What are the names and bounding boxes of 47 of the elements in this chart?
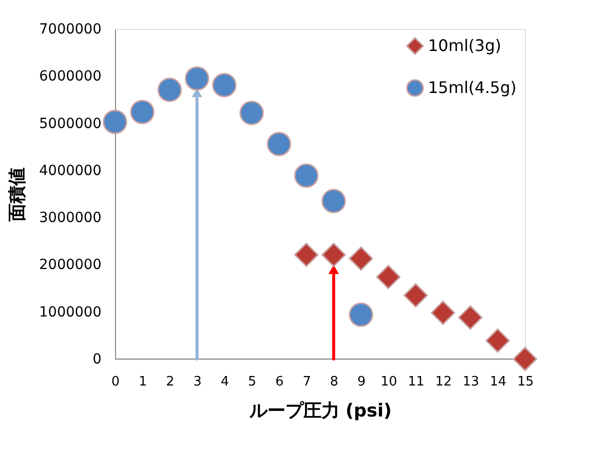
point: [266, 132, 292, 156]
x-tick-label: 2: [166, 374, 174, 390]
y-tick-label: 0: [92, 352, 102, 368]
point: [130, 100, 154, 124]
x-tick-label: 9: [357, 374, 366, 390]
y-tick-label: 5000000: [39, 116, 102, 132]
x-tick-label: 6: [275, 374, 284, 390]
point: [376, 264, 400, 290]
x-tick-label: 3: [193, 374, 202, 390]
point: [294, 163, 318, 188]
x-tick-label: 13: [462, 374, 480, 390]
x-tick-label: 10: [380, 374, 398, 390]
point: [348, 302, 374, 327]
x-tick-label: 8: [330, 374, 338, 390]
point: [458, 305, 482, 330]
x-tick-label: 5: [248, 374, 256, 390]
point: [512, 346, 538, 372]
point: [322, 242, 346, 267]
x-tick-label: 1: [138, 374, 147, 390]
point: [212, 72, 236, 98]
point: [184, 66, 210, 91]
point: [430, 300, 456, 325]
point: [102, 110, 128, 134]
x-tick-label: 7: [302, 374, 311, 390]
y-tick-label: 7000000: [39, 22, 102, 38]
x-axis-title: ループ圧力 (psi): [248, 400, 392, 422]
y-tick-label: 3000000: [39, 210, 102, 226]
x-tick-label: 14: [490, 374, 506, 390]
point: [322, 188, 346, 214]
y-tick-label: 4000000: [39, 162, 102, 179]
point: [486, 328, 510, 353]
legend-label: 10ml(3g): [428, 36, 502, 55]
point: [240, 100, 264, 126]
legend-label: 15ml(4.5g): [428, 78, 516, 97]
x-tick-label: 15: [517, 374, 534, 390]
point: [158, 78, 182, 102]
x-tick-label: 4: [220, 374, 229, 390]
point: [348, 246, 374, 271]
x-tick-label: 12: [435, 374, 452, 390]
y-axis-title: 面積値: [7, 168, 28, 222]
y-tick-label: 6000000: [39, 68, 102, 85]
point: [294, 242, 318, 267]
x-tick-label: 11: [408, 374, 424, 390]
y-tick-label: 1000000: [39, 304, 102, 320]
x-tick-label: 0: [111, 374, 120, 390]
point: [404, 283, 428, 308]
y-tick-label: 2000000: [39, 257, 102, 274]
